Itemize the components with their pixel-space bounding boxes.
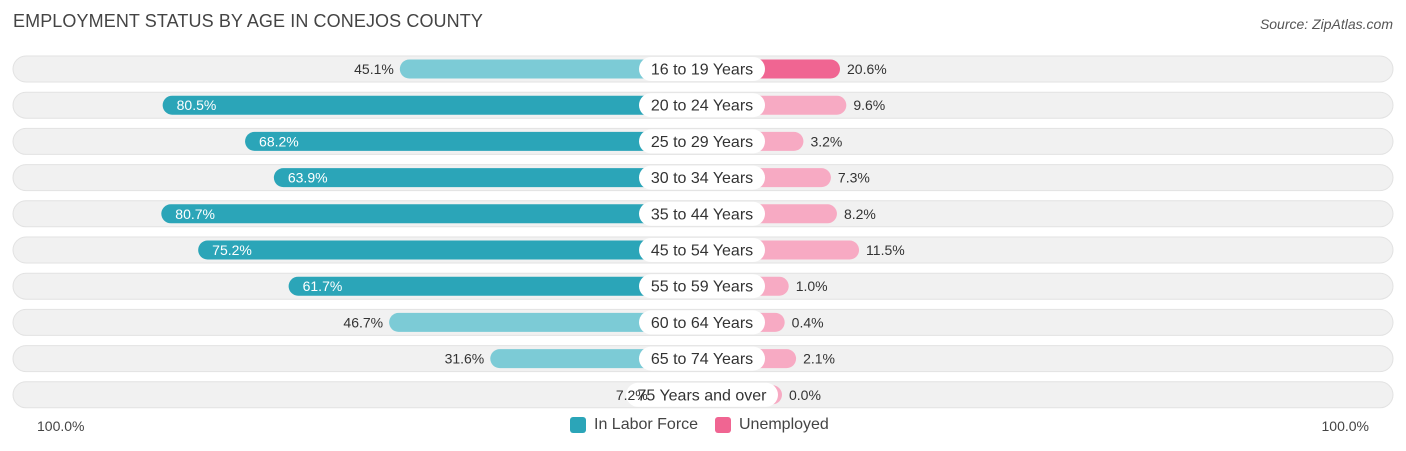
category-label: 75 Years and over xyxy=(638,387,768,404)
category-pill xyxy=(639,129,765,154)
category-label: 60 to 64 Years xyxy=(651,315,753,332)
labor-value-label: 46.7% xyxy=(343,314,383,330)
legend-item-labor: In Labor Force xyxy=(570,416,698,434)
category-pill xyxy=(639,238,765,262)
category-label: 30 to 34 Years xyxy=(651,170,753,187)
labor-bar xyxy=(161,204,714,224)
category-label: 65 to 74 Years xyxy=(651,351,753,368)
category-pill xyxy=(626,382,778,407)
labor-value-label: 31.6% xyxy=(445,351,485,367)
labor-value-label: 80.5% xyxy=(177,97,217,113)
legend-swatch-unemployed xyxy=(715,417,731,433)
category-pill xyxy=(639,310,765,335)
labor-bar xyxy=(389,312,714,332)
legend-label-labor: In Labor Force xyxy=(594,416,699,433)
category-pill xyxy=(639,201,765,226)
unemployed-value-label: 2.1% xyxy=(803,351,835,367)
legend-label-unemployed: Unemployed xyxy=(739,416,829,433)
unemployed-value-label: 20.6% xyxy=(847,61,887,77)
category-pill xyxy=(639,274,765,299)
labor-bar xyxy=(399,59,714,79)
axis-left-label: 100.0% xyxy=(37,418,85,434)
labor-value-label: 61.7% xyxy=(303,278,343,294)
unemployed-value-label: 0.0% xyxy=(789,387,821,403)
chart-title: EMPLOYMENT STATUS BY AGE IN CONEJOS COUN… xyxy=(13,11,483,31)
category-label: 16 to 19 Years xyxy=(651,62,753,79)
category-label: 20 to 24 Years xyxy=(651,98,753,115)
unemployed-value-label: 8.2% xyxy=(844,206,876,222)
chart-canvas: 16 to 19 Years 45.1% 20.6% 20 to 24 Years 80… xyxy=(12,55,1394,409)
unemployed-value-label: 9.6% xyxy=(853,97,885,113)
labor-value-label: 63.9% xyxy=(288,170,328,186)
unemployed-value-label: 11.5% xyxy=(866,242,905,258)
source-credit: Source: ZipAtlas.com xyxy=(1259,16,1393,32)
legend-swatch-labor xyxy=(570,417,586,433)
labor-value-label: 75.2% xyxy=(212,242,252,258)
unemployed-value-label: 3.2% xyxy=(810,133,842,149)
labor-bar xyxy=(273,168,714,188)
unemployed-value-label: 7.3% xyxy=(838,170,870,186)
labor-value-label: 68.2% xyxy=(259,133,299,149)
labor-bar xyxy=(288,276,714,296)
category-pill xyxy=(639,165,765,190)
category-label: 45 to 54 Years xyxy=(651,243,753,260)
labor-value-label: 45.1% xyxy=(354,61,394,77)
unemployed-value-label: 0.4% xyxy=(792,314,824,330)
legend: In Labor Force Unemployed xyxy=(0,416,1406,438)
category-label: 55 to 59 Years xyxy=(651,279,753,296)
category-pill xyxy=(639,57,765,81)
labor-bar xyxy=(245,131,714,151)
legend-item-unemployed: Unemployed xyxy=(715,416,829,434)
category-label: 25 to 29 Years xyxy=(651,134,753,151)
labor-value-label: 7.2% xyxy=(616,387,648,403)
labor-bar xyxy=(198,240,714,260)
category-label: 35 to 44 Years xyxy=(651,206,753,223)
category-pill xyxy=(639,93,765,118)
unemployed-value-label: 1.0% xyxy=(796,278,828,294)
axis-right-label: 100.0% xyxy=(1321,418,1369,434)
category-pill xyxy=(639,346,765,371)
labor-value-label: 80.7% xyxy=(175,206,215,222)
labor-bar xyxy=(162,95,714,115)
